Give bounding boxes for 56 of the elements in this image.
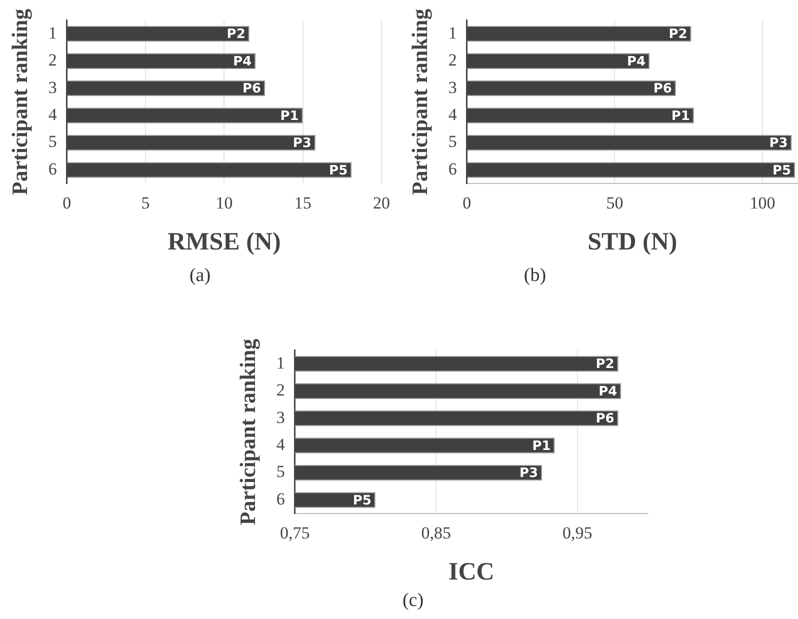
x-axis-title: RMSE (N) bbox=[168, 228, 281, 256]
x-tick-label: 10 bbox=[216, 193, 233, 212]
y-tick-label: 3 bbox=[48, 78, 57, 97]
y-axis-title: Participant ranking bbox=[406, 8, 432, 196]
y-tick-label: 2 bbox=[448, 50, 457, 70]
data-label: P3 bbox=[769, 136, 788, 152]
y-tick-label: 1 bbox=[276, 353, 285, 372]
x-tick-label: 0 bbox=[462, 193, 472, 212]
y-tick-label: 5 bbox=[48, 132, 57, 152]
x-tick-label: 0,85 bbox=[421, 523, 452, 542]
data-label: P4 bbox=[598, 384, 618, 400]
x-tick-label: 15 bbox=[294, 193, 312, 212]
text: (b) bbox=[522, 265, 548, 287]
data-label: P1 bbox=[532, 438, 551, 454]
data-label: P1 bbox=[280, 108, 299, 124]
y-tick-label: 1 bbox=[448, 23, 457, 42]
data-label: P2 bbox=[668, 27, 688, 42]
data-label: P4 bbox=[233, 54, 252, 70]
text: (c) bbox=[401, 590, 425, 612]
x-tick-label: 100 bbox=[750, 193, 776, 212]
y-tick-label: 5 bbox=[276, 462, 285, 482]
data-label: P6 bbox=[242, 82, 262, 97]
y-tick-label: 6 bbox=[448, 159, 457, 178]
data-label: P6 bbox=[653, 82, 672, 97]
y-tick-label: 2 bbox=[276, 380, 285, 400]
data-label: P6 bbox=[596, 412, 614, 427]
data-label: P5 bbox=[772, 163, 792, 178]
data-label: P2 bbox=[226, 27, 246, 42]
x-tick-label: 20 bbox=[373, 193, 390, 212]
y-tick-label: 4 bbox=[276, 434, 286, 454]
data-label: P4 bbox=[627, 54, 646, 70]
data-label: P2 bbox=[596, 357, 614, 372]
y-tick-label: 2 bbox=[48, 50, 57, 70]
y-axis-title: Participant ranking bbox=[234, 338, 260, 526]
x-axis-title: STD (N) bbox=[588, 228, 678, 256]
data-label: P1 bbox=[671, 108, 690, 124]
y-tick-label: 6 bbox=[276, 489, 285, 508]
x-tick-label: 50 bbox=[606, 193, 624, 212]
data-label: P5 bbox=[329, 163, 348, 178]
x-tick-label: 0,95 bbox=[562, 523, 592, 542]
y-tick-label: 3 bbox=[448, 78, 457, 97]
data-label: P5 bbox=[352, 493, 372, 508]
y-tick-label: 4 bbox=[48, 104, 58, 124]
y-tick-label: 5 bbox=[448, 132, 457, 152]
y-tick-label: 3 bbox=[276, 408, 285, 427]
x-tick-label: 0 bbox=[62, 193, 72, 212]
x-axis-title: ICC bbox=[448, 558, 494, 586]
y-tick-label: 6 bbox=[48, 159, 57, 178]
x-tick-label: 0,75 bbox=[280, 523, 310, 542]
text: (a) bbox=[188, 265, 212, 287]
data-label: P3 bbox=[519, 466, 538, 482]
data-label: P3 bbox=[292, 136, 312, 152]
y-tick-label: 4 bbox=[448, 104, 458, 124]
y-axis-title: Participant ranking bbox=[6, 8, 32, 196]
x-tick-label: 5 bbox=[141, 193, 150, 212]
y-tick-label: 1 bbox=[48, 23, 57, 42]
